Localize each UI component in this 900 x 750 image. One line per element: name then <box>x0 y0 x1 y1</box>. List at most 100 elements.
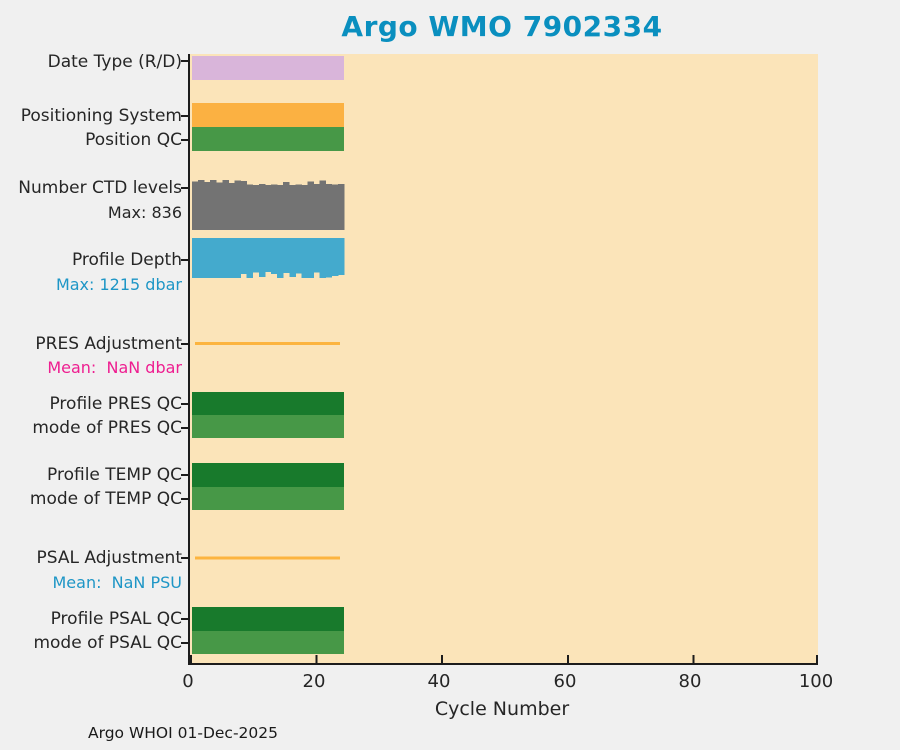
row-label-psal-adjustment: PSAL Adjustment <box>36 548 182 568</box>
row-sublabel-pres-mean: Mean: NaN dbar <box>47 358 182 377</box>
x-tick-label: 60 <box>553 671 577 692</box>
profile_depth-bar <box>252 238 260 273</box>
y-tick <box>181 187 188 189</box>
number_ctd_levels-bar <box>325 183 333 230</box>
number_ctd_levels-bar <box>198 180 205 230</box>
pres_adjustment-line <box>195 342 340 345</box>
profile_depth-bar <box>313 238 321 273</box>
number_ctd_levels-bar <box>228 182 235 230</box>
x-tick-mark <box>315 655 318 663</box>
profile_depth-bar <box>319 238 327 278</box>
x-tick-label: 100 <box>798 671 834 692</box>
row-label-pres-adjustment: PRES Adjustment <box>35 334 182 354</box>
profile_depth-bar <box>198 238 205 278</box>
row-label-profile-temp-qc: Profile TEMP QC <box>47 465 182 485</box>
profile_depth-bar <box>240 238 248 275</box>
profile_depth-bar <box>301 238 308 278</box>
profile_depth-bar <box>307 238 314 278</box>
number_ctd_levels-bar <box>216 182 223 230</box>
profile_psal_qc-bar <box>192 607 344 631</box>
y-tick <box>181 139 188 141</box>
x-tick-label: 80 <box>678 671 702 692</box>
x-tick-label: 20 <box>302 671 326 692</box>
date_type-bar <box>192 56 344 80</box>
footer-credit: Argo WHOI 01-Dec-2025 <box>88 724 278 742</box>
number_ctd_levels-bar <box>313 184 321 230</box>
positioning_system-bar <box>192 103 344 127</box>
y-tick <box>181 498 188 500</box>
row-label-date-type: Date Type (R/D) <box>47 52 182 72</box>
x-tick-label: 40 <box>427 671 451 692</box>
profile_depth-bar <box>258 238 266 277</box>
number_ctd_levels-bar <box>210 180 217 230</box>
number_ctd_levels-bar <box>258 184 266 230</box>
profile_pres_qc-bar <box>192 392 344 415</box>
y-tick <box>181 642 188 644</box>
chart-title: Argo WMO 7902334 <box>341 10 663 43</box>
number_ctd_levels-bar <box>307 181 314 230</box>
x-tick-mark <box>816 655 818 663</box>
row-label-profile-psal-qc: Profile PSAL QC <box>50 609 182 629</box>
x-tick-label: 0 <box>182 671 194 692</box>
y-tick <box>181 557 188 559</box>
x-tick-mark <box>692 655 695 663</box>
mode_psal_qc-bar <box>192 631 344 654</box>
number_ctd_levels-bar <box>289 184 296 230</box>
row-label-positioning-system: Positioning System <box>20 106 182 126</box>
profile_temp_qc-bar <box>192 463 344 487</box>
profile_depth-bar <box>192 238 199 278</box>
position_qc-bar <box>192 127 344 151</box>
x-tick-mark <box>190 655 192 663</box>
profile_depth-bar <box>331 238 339 276</box>
row-label-mode-psal-qc: mode of PSAL QC <box>33 633 182 653</box>
number_ctd_levels-bar <box>240 180 248 230</box>
y-tick <box>181 403 188 405</box>
row-label-mode-temp-qc: mode of TEMP QC <box>29 489 182 509</box>
profile_depth-bar <box>277 238 284 278</box>
chart-canvas <box>190 56 818 663</box>
plot-area <box>188 54 818 665</box>
y-axis-labels: Date Type (R/D) Positioning System Posit… <box>0 0 182 700</box>
y-tick <box>181 60 188 62</box>
profile_depth-bar <box>234 238 242 278</box>
row-label-position-qc: Position QC <box>85 130 182 150</box>
profile_depth-bar <box>295 238 302 274</box>
x-tick-mark <box>441 655 444 663</box>
profile_depth-bar <box>271 238 278 274</box>
number_ctd_levels-bar <box>204 182 211 230</box>
profile_depth-bar <box>228 238 235 278</box>
row-label-profile-depth: Profile Depth <box>71 250 182 270</box>
number_ctd_levels-bar <box>295 184 302 230</box>
mode_temp_qc-bar <box>192 487 344 510</box>
row-label-mode-pres-qc: mode of PRES QC <box>32 418 182 438</box>
profile_depth-bar <box>210 238 217 278</box>
profile_depth-bar <box>337 238 345 275</box>
profile_depth-bar <box>204 238 211 278</box>
profile_depth-bar <box>283 238 290 273</box>
row-sublabel-ctd-max: Max: 836 <box>107 203 182 222</box>
y-tick <box>181 618 188 620</box>
profile_depth-bar <box>216 238 223 278</box>
profile_depth-bar <box>246 238 254 278</box>
number_ctd_levels-bar <box>192 181 199 230</box>
y-tick <box>181 115 188 117</box>
number_ctd_levels-bar <box>234 180 242 230</box>
number_ctd_levels-bar <box>337 183 345 230</box>
y-tick <box>181 427 188 429</box>
profile_depth-bar <box>325 238 333 278</box>
y-tick <box>181 474 188 476</box>
number_ctd_levels-bar <box>283 182 290 230</box>
row-sublabel-psal-mean: Mean: NaN PSU <box>52 573 183 592</box>
y-tick <box>181 343 188 345</box>
number_ctd_levels-bar <box>319 180 327 230</box>
number_ctd_levels-bar <box>252 184 260 230</box>
y-tick <box>181 259 188 261</box>
number_ctd_levels-bar <box>222 180 229 230</box>
number_ctd_levels-bar <box>301 185 308 230</box>
row-sublabel-depth-max: Max: 1215 dbar <box>55 275 182 294</box>
x-tick-mark <box>566 655 569 663</box>
number_ctd_levels-bar <box>271 184 278 230</box>
x-axis-title: Cycle Number <box>434 698 570 720</box>
row-label-number-ctd-levels: Number CTD levels <box>18 178 182 198</box>
profile_depth-bar <box>289 238 296 278</box>
